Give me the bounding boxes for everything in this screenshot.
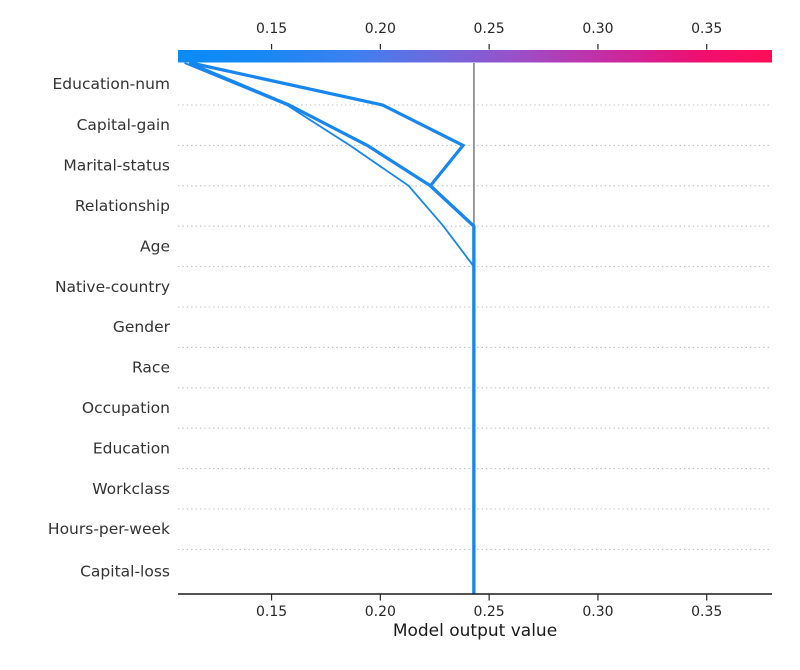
feature-label: Race (132, 359, 170, 377)
colorbar-tick-label: 0.15 (256, 21, 287, 37)
x-axis-tick-label: 0.15 (256, 604, 287, 620)
feature-label: Education-num (52, 75, 170, 93)
feature-label: Relationship (75, 197, 170, 215)
colorbar (178, 50, 772, 63)
feature-label: Marital-status (63, 157, 170, 175)
colorbar-ticks: 0.15 0.20 0.25 0.30 0.35 (256, 21, 722, 50)
decision-line-observation-3 (184, 62, 475, 594)
feature-label: Occupation (82, 399, 170, 417)
colorbar-tick-label: 0.25 (474, 21, 505, 37)
feature-label: Native-country (55, 278, 170, 296)
x-axis-tick-label: 0.30 (582, 604, 613, 620)
x-axis-title: Model output value (393, 621, 557, 641)
feature-label: Hours-per-week (48, 520, 170, 538)
feature-labels: Education-num Capital-gain Marital-status R… (48, 75, 171, 581)
feature-label: Education (93, 439, 170, 457)
x-axis: 0.15 0.20 0.25 0.30 0.35 (178, 593, 772, 620)
x-axis-tick-label: 0.35 (691, 604, 722, 620)
feature-label: Age (140, 237, 170, 255)
decision-line-observation-1 (190, 61, 476, 594)
feature-label: Gender (113, 318, 171, 336)
x-axis-tick-label: 0.20 (365, 604, 396, 620)
colorbar-tick-label: 0.35 (691, 21, 722, 37)
feature-label: Workclass (92, 480, 170, 498)
decision-line-observation-2 (188, 61, 476, 594)
decision-lines (184, 61, 476, 594)
x-axis-tick-label: 0.25 (474, 604, 505, 620)
feature-label: Capital-gain (77, 116, 170, 134)
colorbar-tick-label: 0.20 (365, 21, 396, 37)
feature-label: Capital-loss (80, 563, 170, 581)
colorbar-tick-label: 0.30 (582, 21, 613, 37)
